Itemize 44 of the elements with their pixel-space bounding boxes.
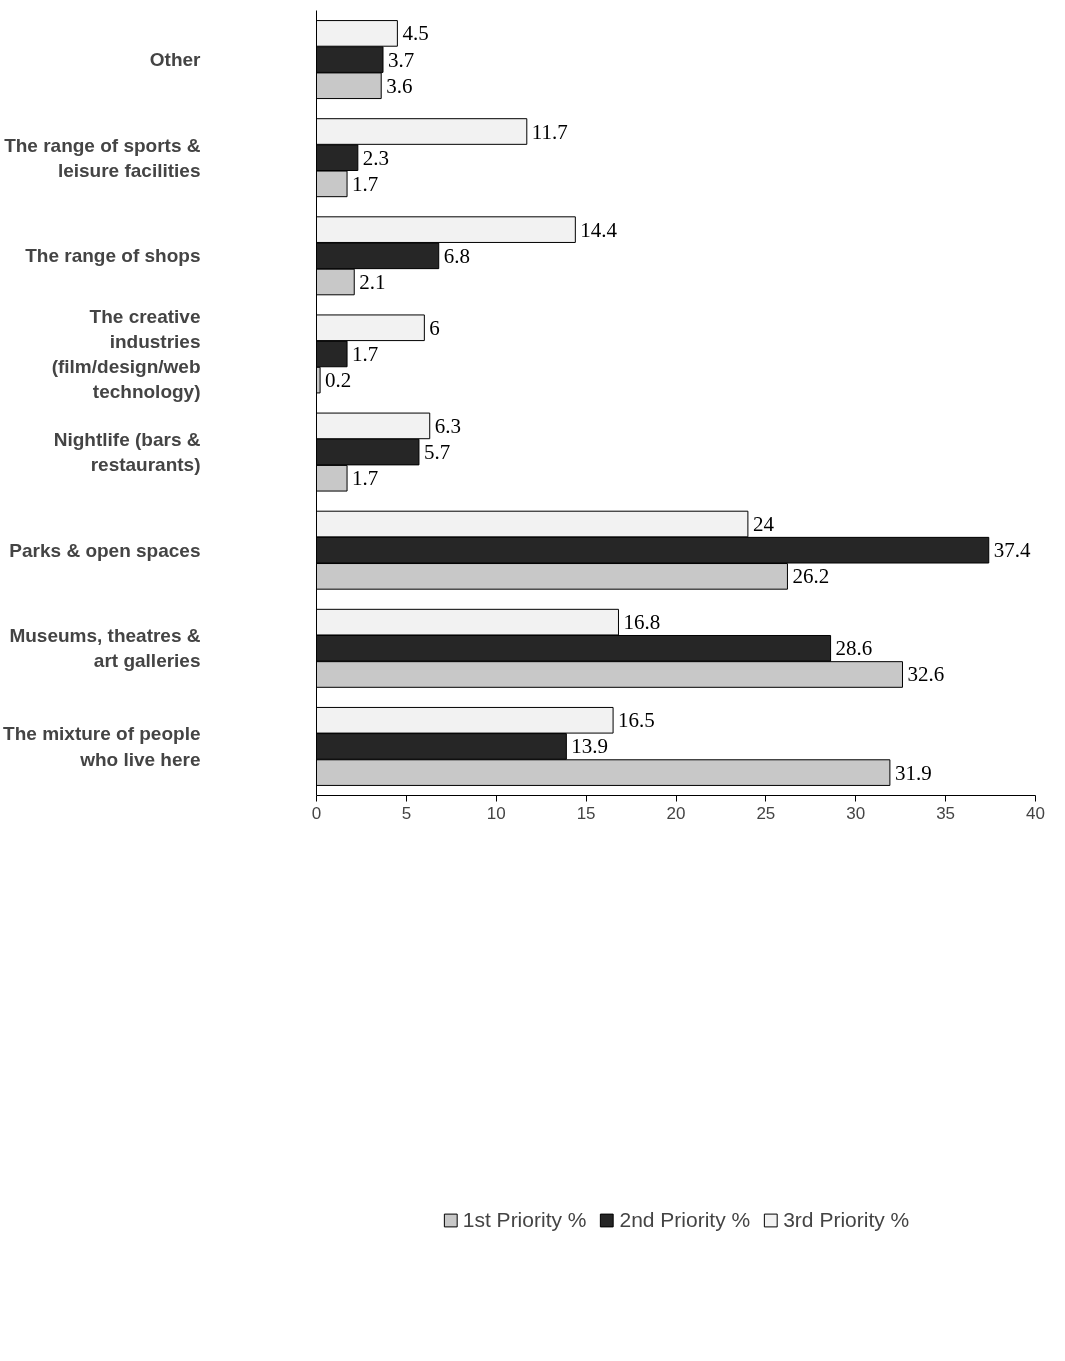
x-tick-label: 15 xyxy=(576,803,596,823)
data-label: 24 xyxy=(752,512,775,537)
y-tick-label: Other xyxy=(149,49,202,71)
data-label: 1.7 xyxy=(352,466,379,491)
data-label: 6.3 xyxy=(434,413,461,438)
x-tick-label: 10 xyxy=(486,803,506,823)
data-label: 31.9 xyxy=(894,760,932,785)
x-tick-label: 35 xyxy=(936,803,956,823)
y-tick-label: Parks & open spaces xyxy=(9,539,201,561)
data-label: 32.6 xyxy=(907,662,945,687)
x-tick-label: 20 xyxy=(666,803,686,823)
x-tick-label: 5 xyxy=(401,803,412,823)
data-label: 2.3 xyxy=(362,145,390,170)
legend-label: 3rd Priority % xyxy=(783,1208,910,1232)
data-label: 5.7 xyxy=(423,440,451,465)
data-label: 16.8 xyxy=(623,610,661,635)
legend-label: 2nd Priority % xyxy=(619,1208,751,1232)
data-label: 3.7 xyxy=(388,47,415,72)
data-label: 37.4 xyxy=(993,538,1032,563)
data-label: 16.5 xyxy=(618,708,655,733)
data-label: 1.7 xyxy=(352,341,379,366)
data-label: 6 xyxy=(429,315,440,340)
x-tick-label: 25 xyxy=(756,803,776,823)
y-tick-label: Nightlife (bars & restaurants) xyxy=(53,428,201,476)
data-label: 2.1 xyxy=(359,269,386,294)
data-label: 6.8 xyxy=(443,243,470,268)
y-tick-label: The creative industries (film/design/web technology) xyxy=(51,305,201,403)
x-tick-label: 30 xyxy=(846,803,866,823)
y-tick-label: The mixture of people who live here xyxy=(3,723,201,770)
data-label: 4.5 xyxy=(402,21,429,46)
x-tick-label: 0 xyxy=(311,803,322,823)
data-label: 14.4 xyxy=(580,217,618,242)
data-label: 0.2 xyxy=(325,368,352,393)
legend-label: 1st Priority % xyxy=(462,1208,587,1232)
y-tick-label: Museums, theatres & art galleries xyxy=(9,625,201,672)
data-label: 3.6 xyxy=(386,73,413,98)
x-tick-label: 40 xyxy=(1026,803,1045,823)
y-tick-label: The range of sports & leisure facilities xyxy=(4,134,201,181)
data-label: 11.7 xyxy=(531,119,568,144)
data-label: 13.9 xyxy=(571,734,609,759)
data-label: 1.7 xyxy=(352,171,379,196)
data-label: 28.6 xyxy=(835,636,873,661)
data-label: 26.2 xyxy=(792,564,830,589)
y-tick-label: The range of shops xyxy=(25,245,201,267)
